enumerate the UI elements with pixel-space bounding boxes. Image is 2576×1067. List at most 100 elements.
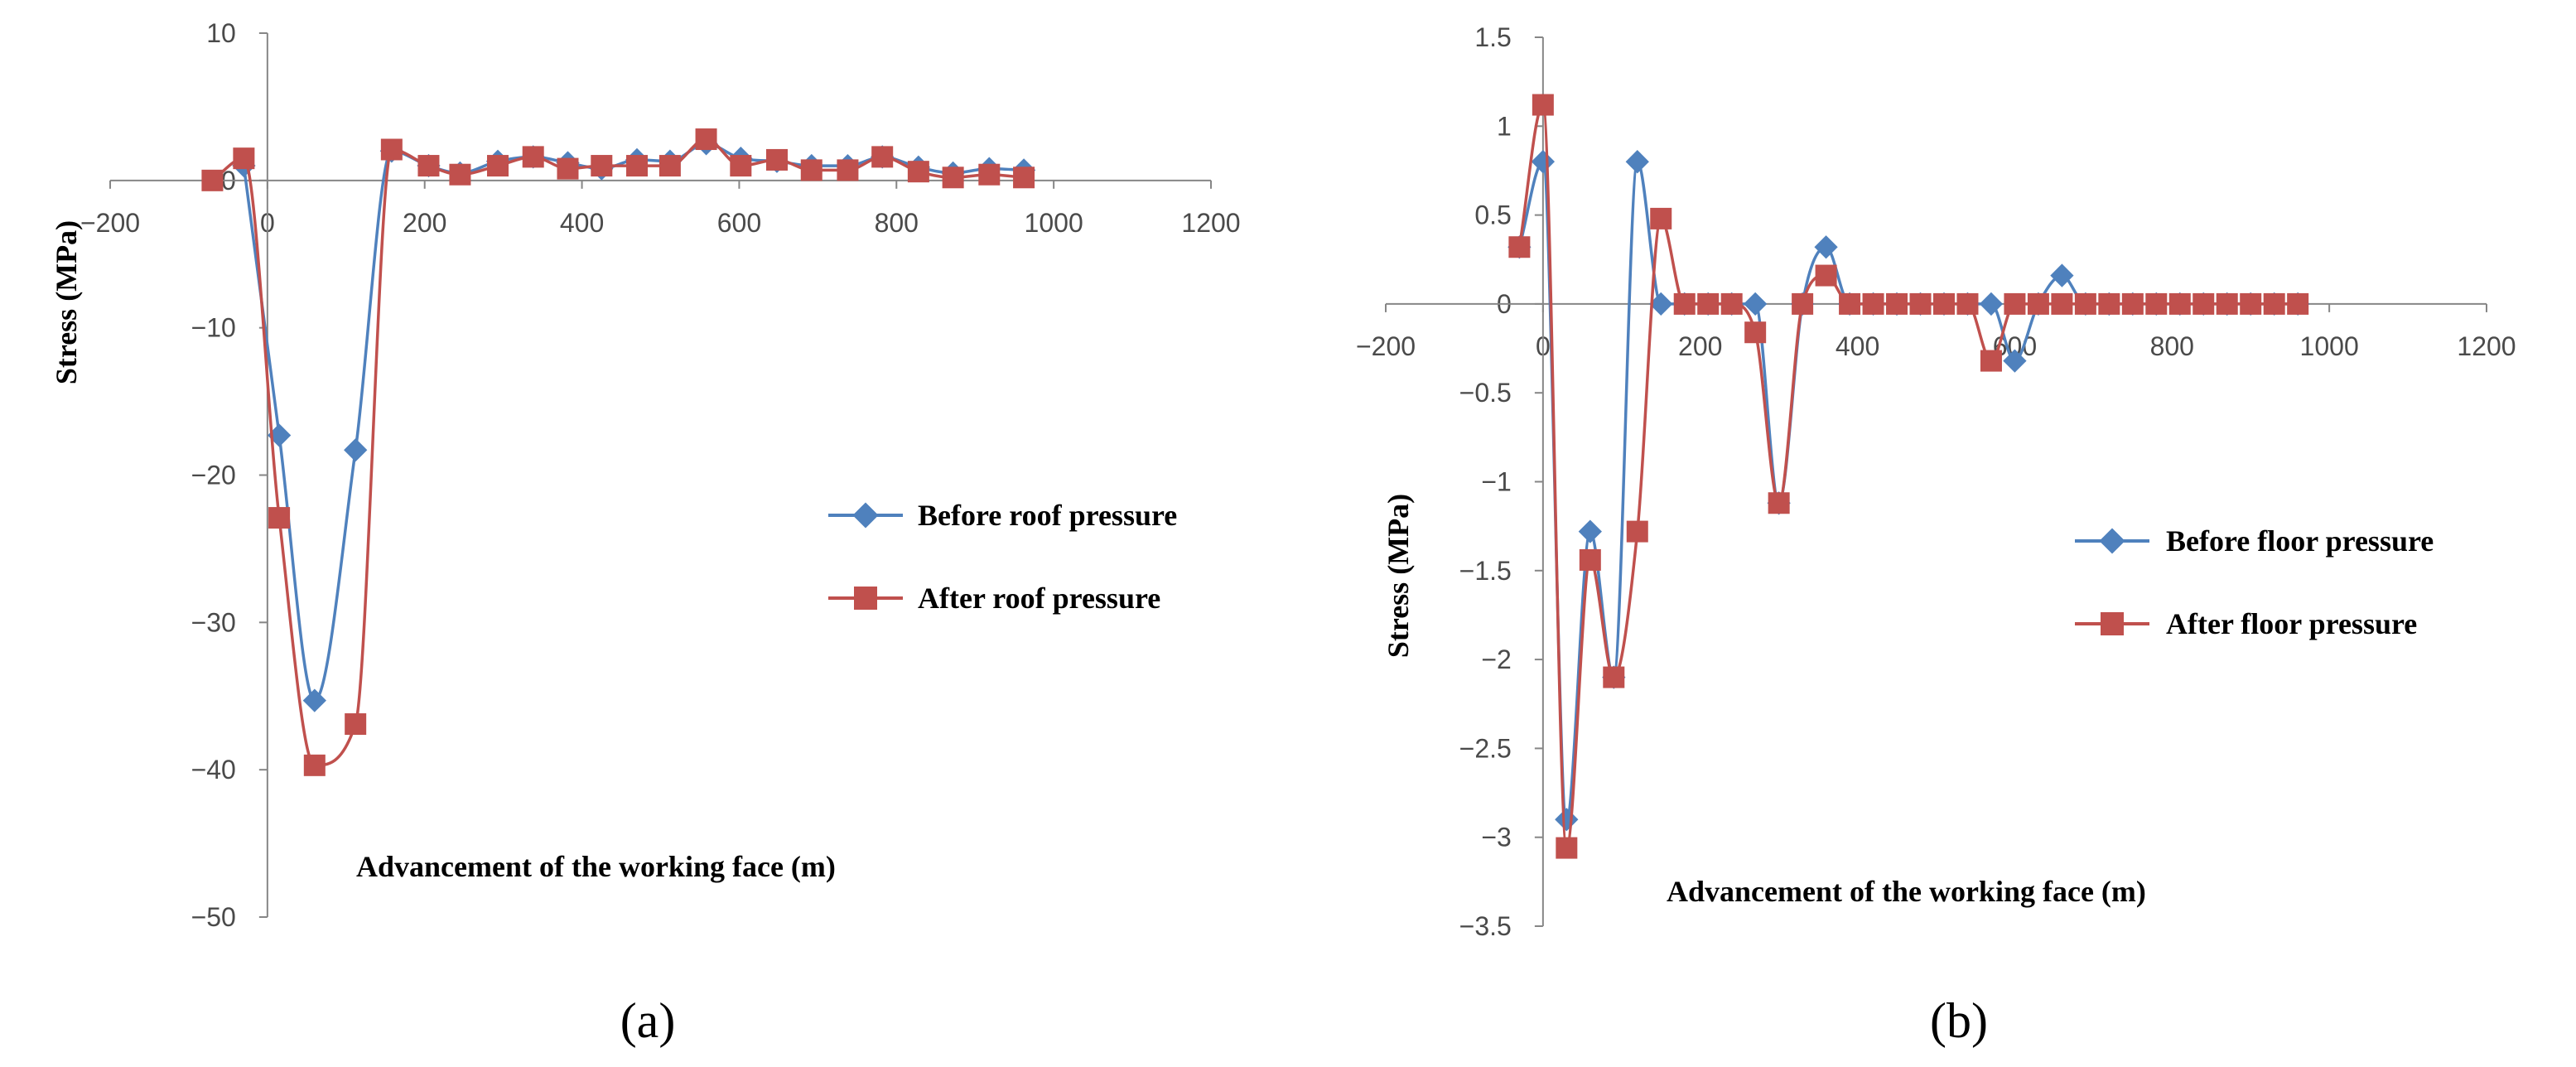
data-point-after [800, 159, 822, 181]
data-point-after [837, 159, 859, 181]
data-point-after [1650, 207, 1672, 229]
data-point-after [1909, 292, 1932, 315]
legend: Before floor pressure After floor pressu… [2075, 524, 2434, 640]
axes [1386, 37, 2487, 926]
data-point-after [417, 155, 440, 177]
data-point-before [1649, 292, 1673, 316]
data-point-after [522, 146, 544, 168]
y-tick-label: −1.5 [1459, 556, 1512, 586]
data-point-after [380, 138, 403, 161]
x-tick-label: 400 [560, 208, 604, 238]
data-point-before [1979, 292, 2004, 316]
chart-panel-b: 1.510.50−0.5−1−1.5−2−2.5−3−3.5 −200 0 200 4… [1356, 22, 2516, 1048]
data-point-after [1697, 292, 1720, 315]
y-axis-title: Stress (MPa) [1382, 494, 1415, 658]
y-tick-label: 1 [1497, 111, 1512, 141]
series-group [201, 128, 1036, 776]
data-point-before [1578, 519, 1602, 543]
y-tick-label: −20 [191, 461, 236, 490]
data-point-before [1625, 150, 1649, 174]
y-tick-label: 0.5 [1474, 200, 1511, 230]
data-point-after [2192, 292, 2215, 315]
y-tick-labels: 1.510.50−0.5−1−1.5−2−2.5−3−3.5 [1459, 22, 1543, 941]
data-point-after [1603, 666, 1625, 688]
panel-label: (a) [620, 993, 676, 1048]
data-point-after [1532, 94, 1554, 116]
square-marker-icon [2101, 612, 2124, 635]
data-point-after [233, 147, 255, 170]
data-point-after [2098, 292, 2120, 315]
data-point-after [486, 155, 509, 177]
data-point-after [2168, 292, 2191, 315]
series-line-after [1517, 103, 2299, 850]
data-point-before [1814, 235, 1838, 259]
y-tick-label: 1.5 [1474, 22, 1511, 52]
data-point-after [2287, 292, 2309, 315]
data-point-after [2027, 292, 2049, 315]
y-tick-label: −50 [191, 902, 236, 932]
chart-panel-a: 100−10−20−30−40−50 −200 0 200 400 600 800 1000… [50, 18, 1241, 1048]
series-line-before [1517, 160, 2299, 821]
y-axis-title: Stress (MPa) [50, 220, 83, 384]
data-point-after [1862, 292, 1884, 315]
legend-item-after: After roof pressure [828, 582, 1160, 615]
data-point-after [1792, 292, 1814, 315]
data-point-after [2216, 292, 2238, 315]
x-axis-title: Advancement of the working face (m) [1667, 875, 2146, 908]
y-tick-label: −2 [1481, 645, 1511, 674]
legend-item-before: Before roof pressure [828, 499, 1177, 532]
y-tick-labels: 100−10−20−30−40−50 [191, 18, 268, 932]
panel-label: (b) [1930, 993, 1988, 1048]
y-tick-label: −10 [191, 313, 236, 343]
data-point-before [302, 688, 326, 712]
data-point-after [658, 155, 681, 177]
data-point-after [2051, 292, 2073, 315]
data-point-after [1720, 292, 1743, 315]
data-point-after [695, 128, 717, 151]
y-tick-label: −40 [191, 755, 236, 785]
data-point-after [2121, 292, 2144, 315]
data-point-after [765, 148, 788, 171]
data-point-after [201, 169, 224, 191]
x-tick-label: 1000 [1025, 208, 1083, 238]
y-tick-label: −0.5 [1459, 378, 1512, 408]
data-point-after [1556, 837, 1578, 859]
y-tick-label: −3 [1481, 823, 1511, 852]
data-point-after [1744, 321, 1767, 344]
legend-label-after: After roof pressure [918, 582, 1160, 615]
x-tick-label: −200 [1356, 331, 1416, 361]
data-point-after [2074, 292, 2096, 315]
data-point-after [907, 161, 929, 183]
x-tick-label: 800 [875, 208, 919, 238]
legend: Before roof pressure After roof pressure [828, 499, 1177, 615]
y-tick-label: −3.5 [1459, 911, 1512, 941]
data-point-after [557, 157, 579, 180]
x-tick-label: 600 [717, 208, 761, 238]
data-point-after [1815, 264, 1837, 287]
y-tick-label: 10 [206, 18, 236, 48]
diamond-marker-icon [2099, 528, 2125, 554]
data-point-after [1980, 350, 2002, 372]
data-point-after [1956, 292, 1979, 315]
data-point-after [591, 155, 613, 177]
data-point-after [268, 507, 291, 529]
x-tick-label: 200 [403, 208, 446, 238]
square-marker-icon [854, 587, 877, 610]
y-tick-label: −30 [191, 607, 236, 637]
x-axis-title: Advancement of the working face (m) [356, 850, 836, 883]
x-tick-label: 1000 [2300, 331, 2359, 361]
x-tick-label: −200 [80, 208, 140, 238]
data-point-after [2263, 292, 2285, 315]
series-group [1507, 94, 2310, 859]
data-point-after [1673, 292, 1696, 315]
x-tick-label: 1200 [1181, 208, 1240, 238]
data-point-after [1768, 492, 1790, 514]
x-tick-label: 400 [1836, 331, 1879, 361]
legend-item-before: Before floor pressure [2075, 524, 2434, 558]
x-tick-label: 200 [1678, 331, 1722, 361]
data-point-after [2240, 292, 2262, 315]
y-tick-label: −1 [1481, 467, 1511, 497]
data-point-before [2003, 349, 2027, 373]
legend-label-before: Before floor pressure [2166, 524, 2434, 558]
